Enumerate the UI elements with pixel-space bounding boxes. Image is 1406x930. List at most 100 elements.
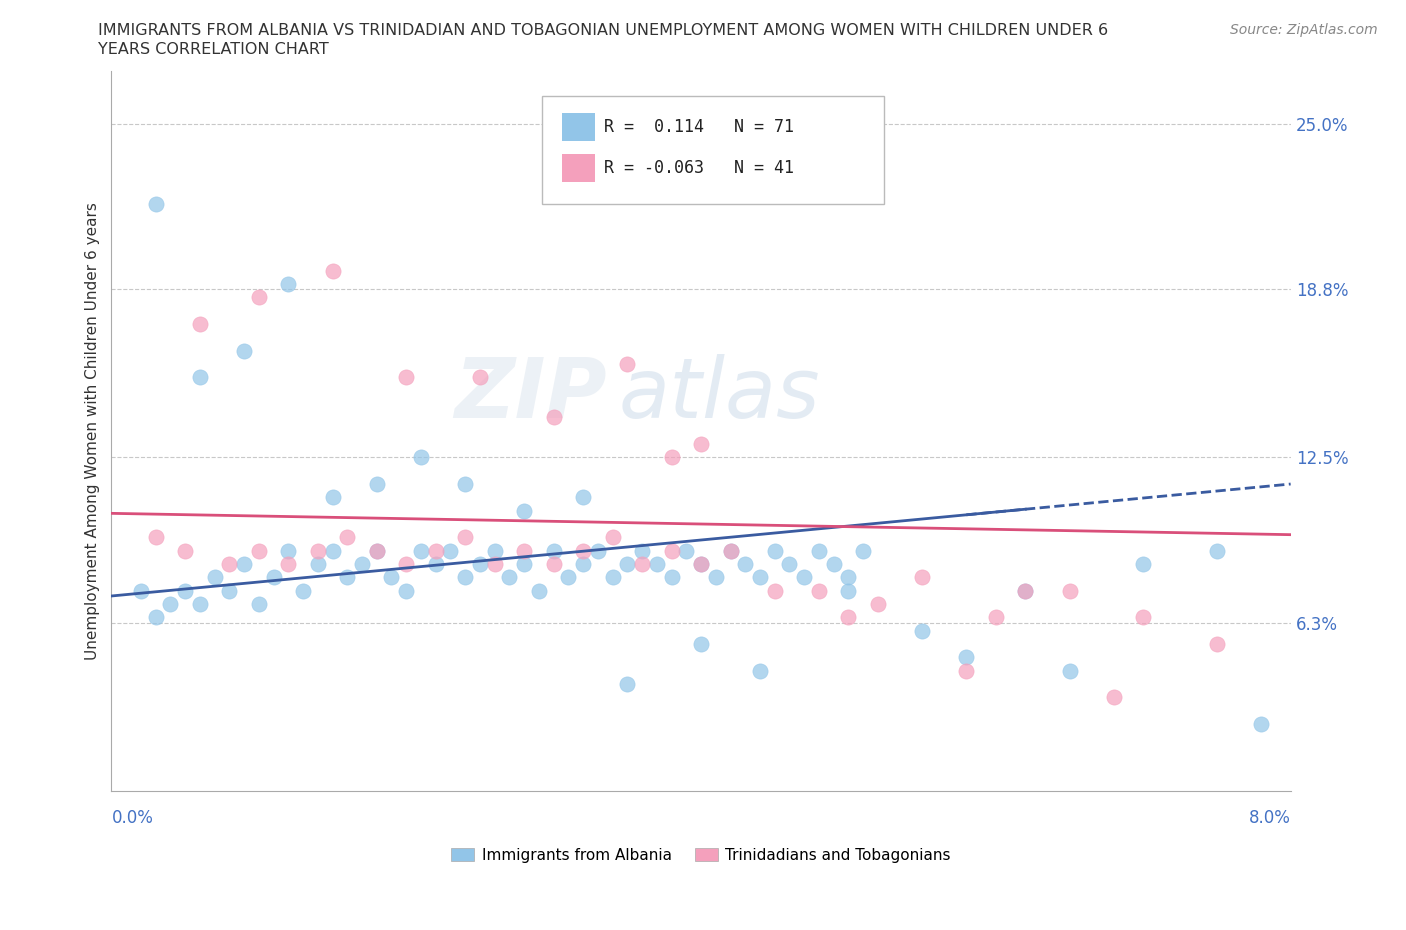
Point (307, 556, 329, 571)
Point (661, 570, 683, 585)
Point (661, 543, 683, 558)
Point (602, 530, 624, 545)
Point (837, 570, 859, 585)
Point (690, 556, 713, 571)
Point (454, 476, 477, 491)
Point (631, 556, 654, 571)
Point (263, 570, 285, 585)
Point (321, 543, 343, 558)
Point (557, 570, 579, 585)
Point (911, 570, 934, 585)
FancyBboxPatch shape (541, 96, 884, 204)
Point (484, 543, 506, 558)
Point (1206, 543, 1229, 558)
Point (336, 530, 359, 545)
Point (602, 570, 624, 585)
Point (837, 610, 859, 625)
Point (616, 676, 638, 691)
Point (734, 556, 756, 571)
Point (425, 543, 447, 558)
Point (233, 556, 256, 571)
Point (616, 556, 638, 571)
Point (543, 556, 565, 571)
Point (218, 556, 240, 571)
Point (218, 583, 240, 598)
Point (425, 556, 447, 571)
Point (513, 503, 536, 518)
Point (395, 370, 418, 385)
Point (454, 570, 477, 585)
Point (1132, 610, 1154, 625)
Point (1206, 636, 1229, 651)
Point (513, 543, 536, 558)
Point (188, 596, 211, 611)
Point (572, 556, 595, 571)
Point (174, 543, 197, 558)
Point (188, 370, 211, 385)
Point (572, 490, 595, 505)
FancyBboxPatch shape (562, 113, 595, 141)
Point (307, 543, 329, 558)
Point (277, 556, 299, 571)
Point (321, 263, 343, 278)
Text: YEARS CORRELATION CHART: YEARS CORRELATION CHART (98, 42, 329, 57)
Point (145, 530, 167, 545)
Point (690, 636, 713, 651)
Point (616, 356, 638, 371)
Point (749, 663, 772, 678)
Point (380, 570, 402, 585)
Point (292, 583, 315, 598)
Point (409, 543, 432, 558)
Point (690, 556, 713, 571)
Point (1132, 556, 1154, 571)
Point (513, 556, 536, 571)
Point (350, 556, 373, 571)
Point (188, 316, 211, 331)
Text: atlas: atlas (619, 354, 820, 435)
Point (675, 543, 697, 558)
Point (690, 436, 713, 451)
Point (1059, 583, 1081, 598)
Point (586, 543, 609, 558)
Point (527, 583, 550, 598)
Point (247, 290, 270, 305)
Point (439, 543, 461, 558)
Point (807, 583, 830, 598)
Point (823, 556, 845, 571)
Point (661, 450, 683, 465)
Point (204, 570, 226, 585)
Point (159, 596, 181, 611)
Point (866, 596, 889, 611)
Point (145, 196, 167, 211)
Point (395, 583, 418, 598)
FancyBboxPatch shape (562, 153, 595, 182)
Point (704, 570, 727, 585)
Point (955, 650, 977, 665)
Point (1250, 716, 1272, 731)
Point (778, 556, 800, 571)
Point (720, 543, 742, 558)
Point (911, 623, 934, 638)
Point (498, 570, 520, 585)
Point (1014, 583, 1036, 598)
Point (763, 583, 786, 598)
Point (366, 543, 388, 558)
Y-axis label: Unemployment Among Women with Children Under 6 years: Unemployment Among Women with Children U… (86, 202, 100, 659)
Point (1014, 583, 1036, 598)
Point (631, 543, 654, 558)
Point (395, 556, 418, 571)
Point (468, 370, 491, 385)
Point (321, 490, 343, 505)
Point (174, 583, 197, 598)
Point (852, 543, 875, 558)
Text: Source: ZipAtlas.com: Source: ZipAtlas.com (1230, 23, 1378, 37)
Text: IMMIGRANTS FROM ALBANIA VS TRINIDADIAN AND TOBAGONIAN UNEMPLOYMENT AMONG WOMEN W: IMMIGRANTS FROM ALBANIA VS TRINIDADIAN A… (98, 23, 1108, 38)
Point (837, 583, 859, 598)
Point (645, 556, 668, 571)
Point (366, 543, 388, 558)
Point (543, 410, 565, 425)
Point (145, 610, 167, 625)
Point (336, 570, 359, 585)
Point (1059, 663, 1081, 678)
Point (720, 543, 742, 558)
